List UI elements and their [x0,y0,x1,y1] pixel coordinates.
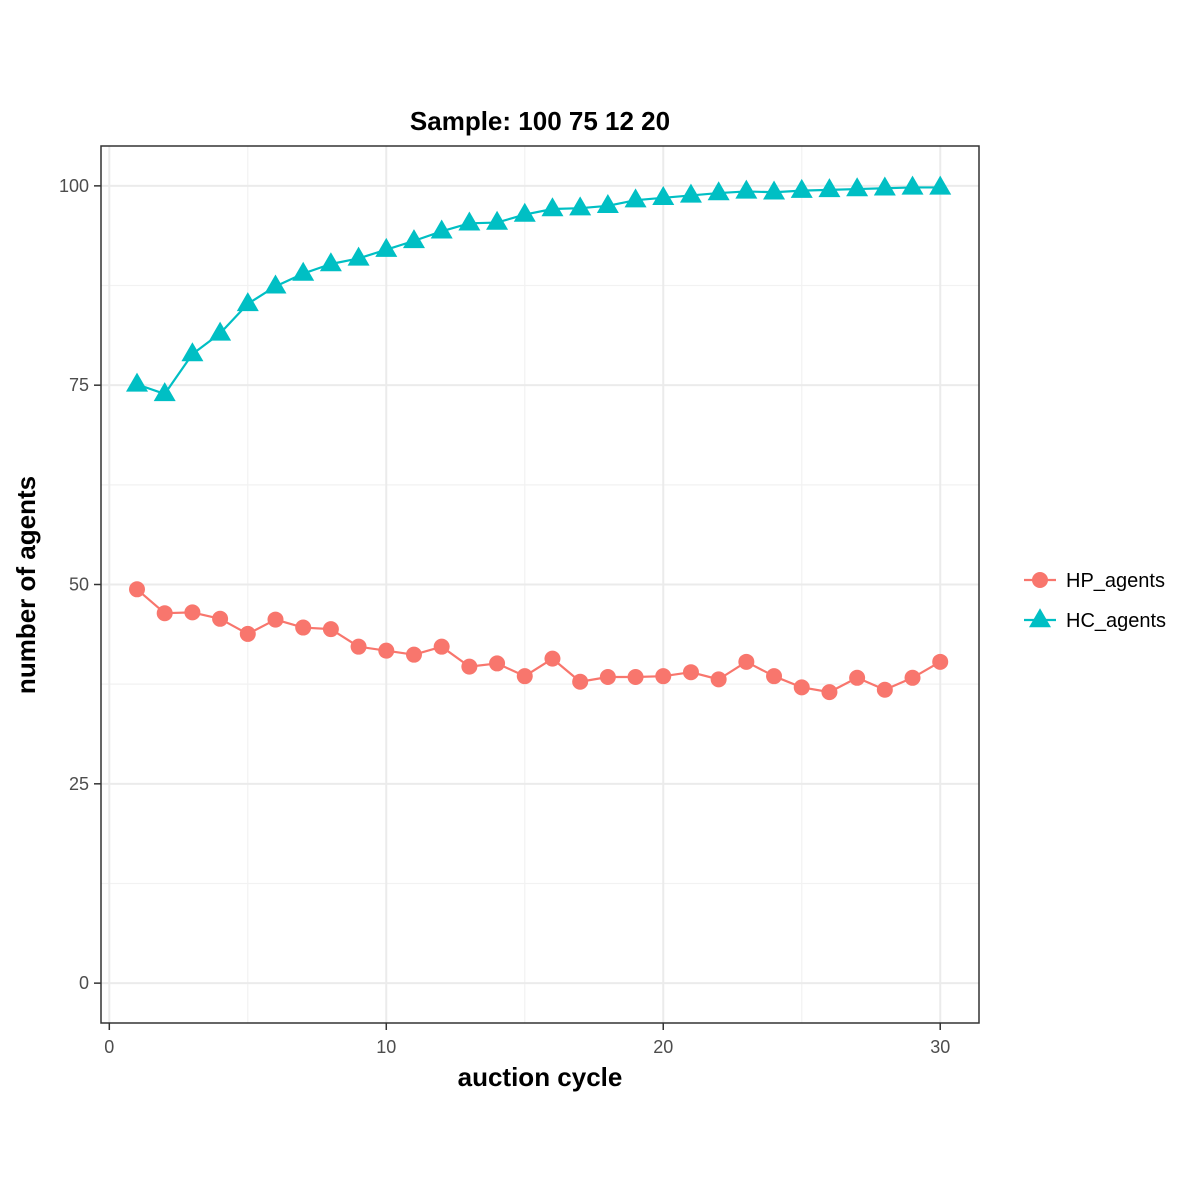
data-point-HC_agents [763,180,786,200]
data-point-HP_agents [738,653,755,670]
data-point-HP_agents [793,679,810,696]
data-point-HP_agents [461,658,478,675]
data-point-HP_agents [682,664,699,681]
data-point-HC_agents [929,175,952,195]
data-point-HC_agents [846,177,869,197]
data-point-HC_agents [486,210,509,230]
data-point-HC_agents [430,219,453,239]
data-point-HC_agents [541,197,564,217]
data-point-HP_agents [433,638,450,655]
data-point-HC_agents [624,188,647,208]
data-point-HP_agents [489,655,506,672]
data-point-HP_agents [821,684,838,701]
data-point-HP_agents [544,650,561,667]
data-point-HP_agents [516,668,533,685]
data-point-HP_agents [156,605,173,622]
grid-lines [101,146,979,1023]
legend-label-HP_agents: HP_agents [1066,570,1165,592]
data-point-HP_agents [295,619,312,636]
data-point-HP_agents [904,669,921,686]
chart-title: Sample: 100 75 12 20 [410,106,670,136]
data-point-HP_agents [849,669,866,686]
y-tick-label: 25 [69,774,89,794]
legend-marker-HP_agents [1032,572,1048,588]
data-point-HC_agents [402,229,425,249]
x-tick-label: 0 [104,1037,114,1057]
data-point-HP_agents [766,668,783,685]
data-point-HC_agents [458,211,481,231]
y-axis-title: number of agents [11,476,41,694]
data-point-HC_agents [181,342,204,362]
legend-marker-HC_agents [1029,608,1051,628]
data-point-HP_agents [876,681,893,698]
legend-label-HC_agents: HC_agents [1066,610,1166,632]
data-point-HP_agents [350,638,367,655]
data-point-HC_agents [209,321,232,341]
x-tick-label: 30 [930,1037,950,1057]
data-point-HC_agents [790,178,813,198]
data-point-HC_agents [153,382,176,402]
data-point-HC_agents [569,196,592,216]
series-layer [126,175,952,701]
data-point-HC_agents [901,175,924,195]
data-point-HC_agents [707,181,730,201]
x-tick-label: 10 [376,1037,396,1057]
data-point-HP_agents [710,671,727,688]
y-tick-label: 100 [59,176,89,196]
data-point-HC_agents [347,246,370,266]
x-axis-title: auction cycle [458,1062,623,1092]
data-point-HP_agents [932,653,949,670]
y-tick-label: 75 [69,375,89,395]
data-point-HC_agents [264,274,287,294]
data-point-HC_agents [513,202,536,222]
data-point-HC_agents [596,194,619,214]
data-point-HP_agents [129,581,146,598]
data-point-HP_agents [599,668,616,685]
x-tick-label: 20 [653,1037,673,1057]
data-point-HC_agents [319,252,342,272]
data-point-HP_agents [212,610,229,627]
data-point-HC_agents [818,178,841,198]
data-point-HC_agents [375,237,398,257]
data-point-HP_agents [267,611,284,628]
data-point-HC_agents [735,179,758,199]
data-point-HC_agents [126,372,149,392]
y-tick-label: 0 [79,973,89,993]
data-point-HP_agents [184,604,201,621]
data-point-HC_agents [236,292,259,312]
data-point-HP_agents [239,625,256,642]
data-point-HP_agents [655,668,672,685]
data-point-HP_agents [572,673,589,690]
data-point-HP_agents [405,646,422,663]
y-tick-label: 50 [69,575,89,595]
axes: 0 10 20 30 0 25 50 75 100 [59,176,950,1057]
data-point-HP_agents [627,668,644,685]
legend: HP_agents HC_agents [1024,570,1166,632]
data-point-HC_agents [873,176,896,196]
data-point-HP_agents [378,642,395,659]
data-point-HC_agents [652,186,675,206]
data-point-HP_agents [322,621,339,638]
data-point-HC_agents [679,183,702,203]
data-point-HC_agents [292,261,315,281]
